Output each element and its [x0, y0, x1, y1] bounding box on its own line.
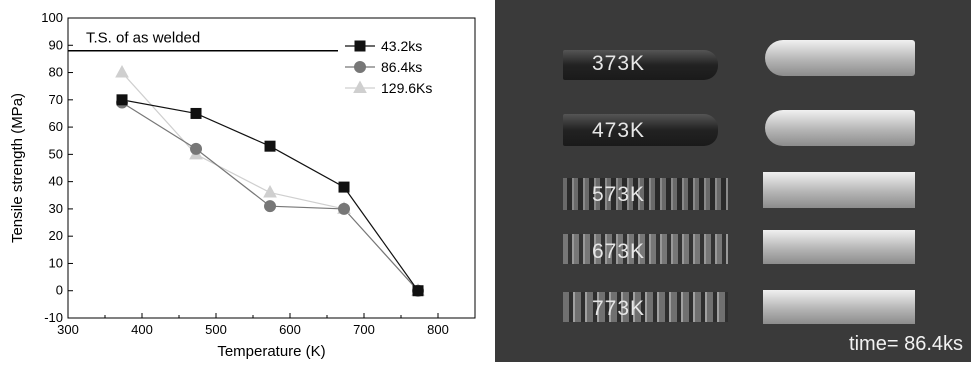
plot-frame — [67, 17, 476, 319]
data-point-43.2ks — [264, 140, 276, 152]
y-tick-label: 30 — [49, 201, 63, 216]
specimen-rod-right-473K — [765, 110, 915, 146]
y-tick-label: 60 — [49, 119, 63, 134]
data-point-43.2ks — [338, 181, 350, 193]
tensile-strength-chart: 300 400 500 600 700 800 -10 0 10 20 30 40 50 60 70 80 90… — [0, 0, 490, 362]
data-point-86.4ks — [190, 142, 203, 155]
specimen-label-373K: 373K — [592, 52, 646, 75]
data-point-43.2ks — [116, 94, 128, 106]
specimen-rod-right-373K — [765, 40, 915, 76]
legend-marker-129.6Ks — [353, 80, 367, 93]
legend-label-43.2ks: 43.2ks — [381, 38, 422, 54]
y-tick-label: 10 — [49, 255, 63, 270]
x-tick-label: 500 — [205, 322, 227, 337]
specimen-label-473K: 473K — [592, 119, 646, 142]
series-line-129.6Ks — [121, 72, 419, 292]
data-point-129.6Ks — [263, 185, 277, 198]
y-tick-label: 80 — [49, 65, 63, 80]
x-axis-title: Temperature (K) — [217, 343, 325, 360]
specimen-rod-left-373K — [563, 50, 718, 80]
data-point-43.2ks — [190, 107, 202, 119]
legend-label-129.6Ks: 129.6Ks — [381, 80, 432, 96]
x-tick-label: 300 — [57, 322, 79, 337]
time-label: time= 86.4ks — [849, 333, 963, 355]
specimen-label-573K: 573K — [592, 183, 646, 206]
y-tick-label: -10 — [44, 310, 63, 325]
legend-label-86.4ks: 86.4ks — [381, 59, 422, 75]
specimen-rod-left-773K — [563, 292, 728, 322]
x-tick-label: 400 — [131, 322, 153, 337]
specimen-rod-left-473K — [563, 114, 718, 146]
y-tick-label: 0 — [56, 283, 63, 298]
data-point-43.2ks — [412, 285, 424, 297]
specimen-rod-left-573K — [563, 178, 728, 210]
chart-svg: 300 400 500 600 700 800 -10 0 10 20 30 40 50 60 70 80 90… — [9, 10, 476, 360]
data-point-86.4ks — [264, 200, 277, 213]
y-tick-label: 40 — [49, 174, 63, 189]
y-tick-label: 90 — [49, 37, 63, 52]
specimen-rod-right-773K — [763, 290, 915, 324]
legend-marker-86.4ks — [354, 61, 366, 73]
y-tick-label: 70 — [49, 92, 63, 107]
specimen-label-773K: 773K — [592, 297, 646, 320]
specimen-rod-left-673K — [563, 234, 728, 264]
specimen-label-673K: 673K — [592, 240, 646, 263]
y-tick-label: 20 — [49, 228, 63, 243]
x-tick-label: 800 — [427, 322, 449, 337]
x-tick-label: 600 — [279, 322, 301, 337]
specimen-rod-right-673K — [763, 230, 915, 264]
y-axis-title: Tensile strength (MPa) — [9, 93, 26, 243]
y-tick-label: 50 — [49, 146, 63, 161]
x-tick-label: 700 — [353, 322, 375, 337]
data-point-129.6Ks — [115, 65, 129, 78]
specimen-photo: 373K 473K 573K 673K 773K time= 86.4ks — [495, 0, 971, 362]
data-point-86.4ks — [338, 202, 351, 215]
y-tick-label: 100 — [41, 10, 63, 25]
specimen-rod-right-573K — [763, 172, 915, 208]
legend-marker-43.2ks — [354, 40, 366, 52]
reference-label: T.S. of as welded — [86, 30, 200, 47]
